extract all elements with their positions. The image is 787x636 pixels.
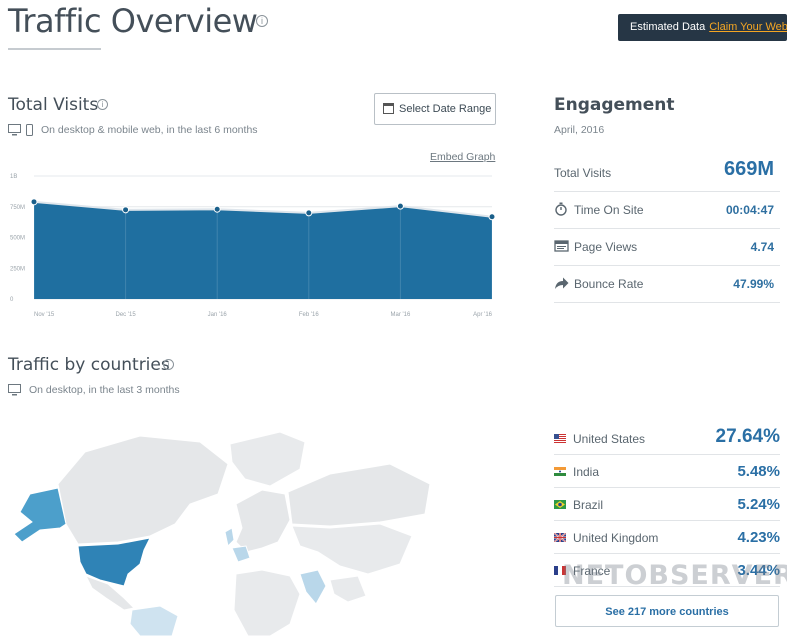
country-name: France	[573, 564, 611, 578]
title-underline	[8, 48, 101, 50]
country-row[interactable]: United States 27.64%	[554, 422, 780, 455]
countries-note: On desktop, in the last 3 months	[29, 384, 180, 396]
engagement-value: 4.74	[750, 240, 774, 254]
map-india	[299, 569, 327, 605]
watermark: NETOBSERVER.RU	[562, 560, 787, 591]
engagement-label: Total Visits	[554, 166, 612, 180]
country-percentage: 5.48%	[737, 463, 780, 480]
country-row[interactable]: United Kingdom 4.23%	[554, 521, 780, 554]
chart-x-tick-label: Dec '15	[116, 312, 137, 318]
chart-x-tick-label: Mar '16	[390, 312, 410, 318]
chart-data-point[interactable]	[213, 205, 221, 213]
select-date-range-button[interactable]: Select Date Range	[374, 93, 496, 125]
chart-y-tick-label: 750M	[10, 205, 25, 211]
chart-data-point[interactable]	[488, 213, 496, 221]
country-row[interactable]: India 5.48%	[554, 455, 780, 488]
info-icon[interactable]: i	[256, 15, 268, 27]
map-united-states	[77, 537, 151, 587]
map-france	[231, 545, 251, 563]
engagement-value: 00:04:47	[725, 203, 774, 217]
chart-x-tick-label: Feb '16	[299, 312, 319, 318]
estimated-data-banner: Estimated Data Claim Your Webs	[618, 14, 787, 41]
chart-data-point[interactable]	[30, 198, 38, 206]
country-row[interactable]: Brazil 5.24%	[554, 488, 780, 521]
engagement-date: April, 2016	[554, 124, 605, 136]
country-name: Brazil	[573, 498, 604, 512]
chart-data-point[interactable]	[122, 206, 130, 214]
map-mexico	[84, 575, 136, 611]
total-visits-title: Total Visits	[8, 95, 99, 115]
info-icon[interactable]: i	[97, 99, 108, 110]
engagement-title: Engagement	[554, 95, 675, 115]
engagement-row-bounce-rate: Bounce Rate 47.99%	[554, 266, 780, 303]
bounce-arrow-icon	[555, 277, 569, 289]
map-alaska	[13, 487, 67, 543]
engagement-label: Bounce Rate	[574, 277, 644, 291]
chart-y-tick-label: 250M	[10, 266, 25, 272]
country-name: India	[573, 465, 600, 479]
engagement-label: Time On Site	[574, 203, 644, 217]
map-asia	[291, 523, 413, 575]
map-canada	[57, 435, 229, 545]
chart-y-tick-label: 500M	[10, 236, 25, 242]
traffic-by-countries-title: Traffic by countries	[8, 355, 170, 375]
select-date-range-label: Select Date Range	[399, 103, 492, 115]
chart-x-tick-label: Jan '16	[208, 312, 228, 318]
engagement-row-time-on-site: Time On Site 00:04:47	[554, 192, 780, 229]
total-visits-note: On desktop & mobile web, in the last 6 m…	[41, 124, 258, 136]
engagement-label: Page Views	[574, 240, 638, 254]
india-flag-icon	[554, 467, 566, 476]
uk-flag-icon	[554, 533, 566, 542]
page-views-icon	[554, 240, 569, 252]
engagement-row-page-views: Page Views 4.74	[554, 229, 780, 266]
map-europe	[235, 489, 291, 553]
country-percentage: 3.44%	[737, 562, 780, 579]
map-africa	[233, 569, 301, 636]
country-name: United Kingdom	[573, 531, 659, 545]
us-flag-icon	[554, 434, 566, 443]
claim-website-link[interactable]: Claim Your Webs	[709, 21, 787, 33]
country-percentage: 27.64%	[715, 426, 780, 447]
chart-area-series	[34, 201, 492, 299]
engagement-value: 47.99%	[733, 277, 774, 291]
country-row[interactable]: France 3.44%	[554, 554, 780, 587]
stopwatch-icon	[555, 202, 567, 216]
country-percentage: 4.23%	[737, 529, 780, 546]
chart-data-point[interactable]	[305, 209, 313, 217]
engagement-row-total-visits: Total Visits 669M	[554, 155, 780, 192]
brazil-flag-icon	[554, 500, 566, 509]
france-flag-icon	[554, 566, 566, 575]
chart-x-tick-label: Apr '16	[473, 312, 492, 318]
map-uk	[224, 527, 235, 548]
chart-x-tick-label: Nov '15	[34, 312, 55, 318]
map-south-america	[129, 605, 179, 636]
info-icon[interactable]: i	[163, 359, 174, 370]
embed-graph-link[interactable]: Embed Graph	[430, 151, 496, 163]
engagement-value: 669M	[723, 158, 774, 180]
country-percentage: 5.24%	[737, 496, 780, 513]
chart-series-line	[33, 200, 493, 218]
map-greenland	[229, 431, 306, 487]
chart-y-tick-label: 1B	[10, 174, 17, 180]
map-russia	[287, 463, 431, 527]
desktop-icon	[8, 384, 21, 396]
map-southeast-asia	[329, 575, 367, 603]
see-more-countries-button[interactable]: See 217 more countries	[555, 595, 779, 627]
chart-data-point[interactable]	[396, 202, 404, 210]
country-name: United States	[573, 432, 646, 446]
chart-y-tick-label: 0	[10, 297, 14, 303]
world-map[interactable]	[0, 424, 545, 636]
total-visits-chart: 1B 750M 500M 250M 0 Nov '15 Dec '15 Jan '16 Feb …	[10, 174, 496, 318]
desktop-mobile-icon	[8, 124, 33, 136]
calendar-icon	[383, 103, 394, 114]
page-title: Traffic Overview	[8, 2, 258, 40]
estimated-data-label: Estimated Data	[630, 21, 706, 33]
